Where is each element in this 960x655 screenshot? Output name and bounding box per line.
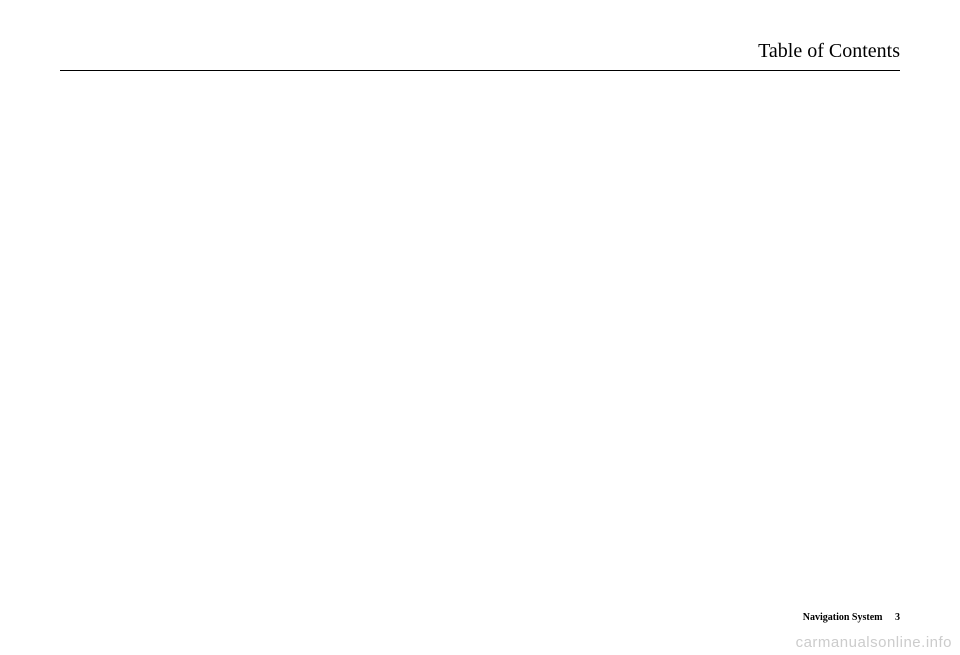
- footer-page-number: 3: [895, 612, 900, 623]
- footer: Navigation System 3: [803, 612, 900, 623]
- watermark: carmanualsonline.info: [796, 634, 952, 651]
- footer-label: Navigation System: [803, 612, 883, 623]
- page: Table of Contents Navigation System 3 ca…: [0, 0, 960, 655]
- header-rule: [60, 70, 900, 71]
- page-title: Table of Contents: [758, 40, 900, 63]
